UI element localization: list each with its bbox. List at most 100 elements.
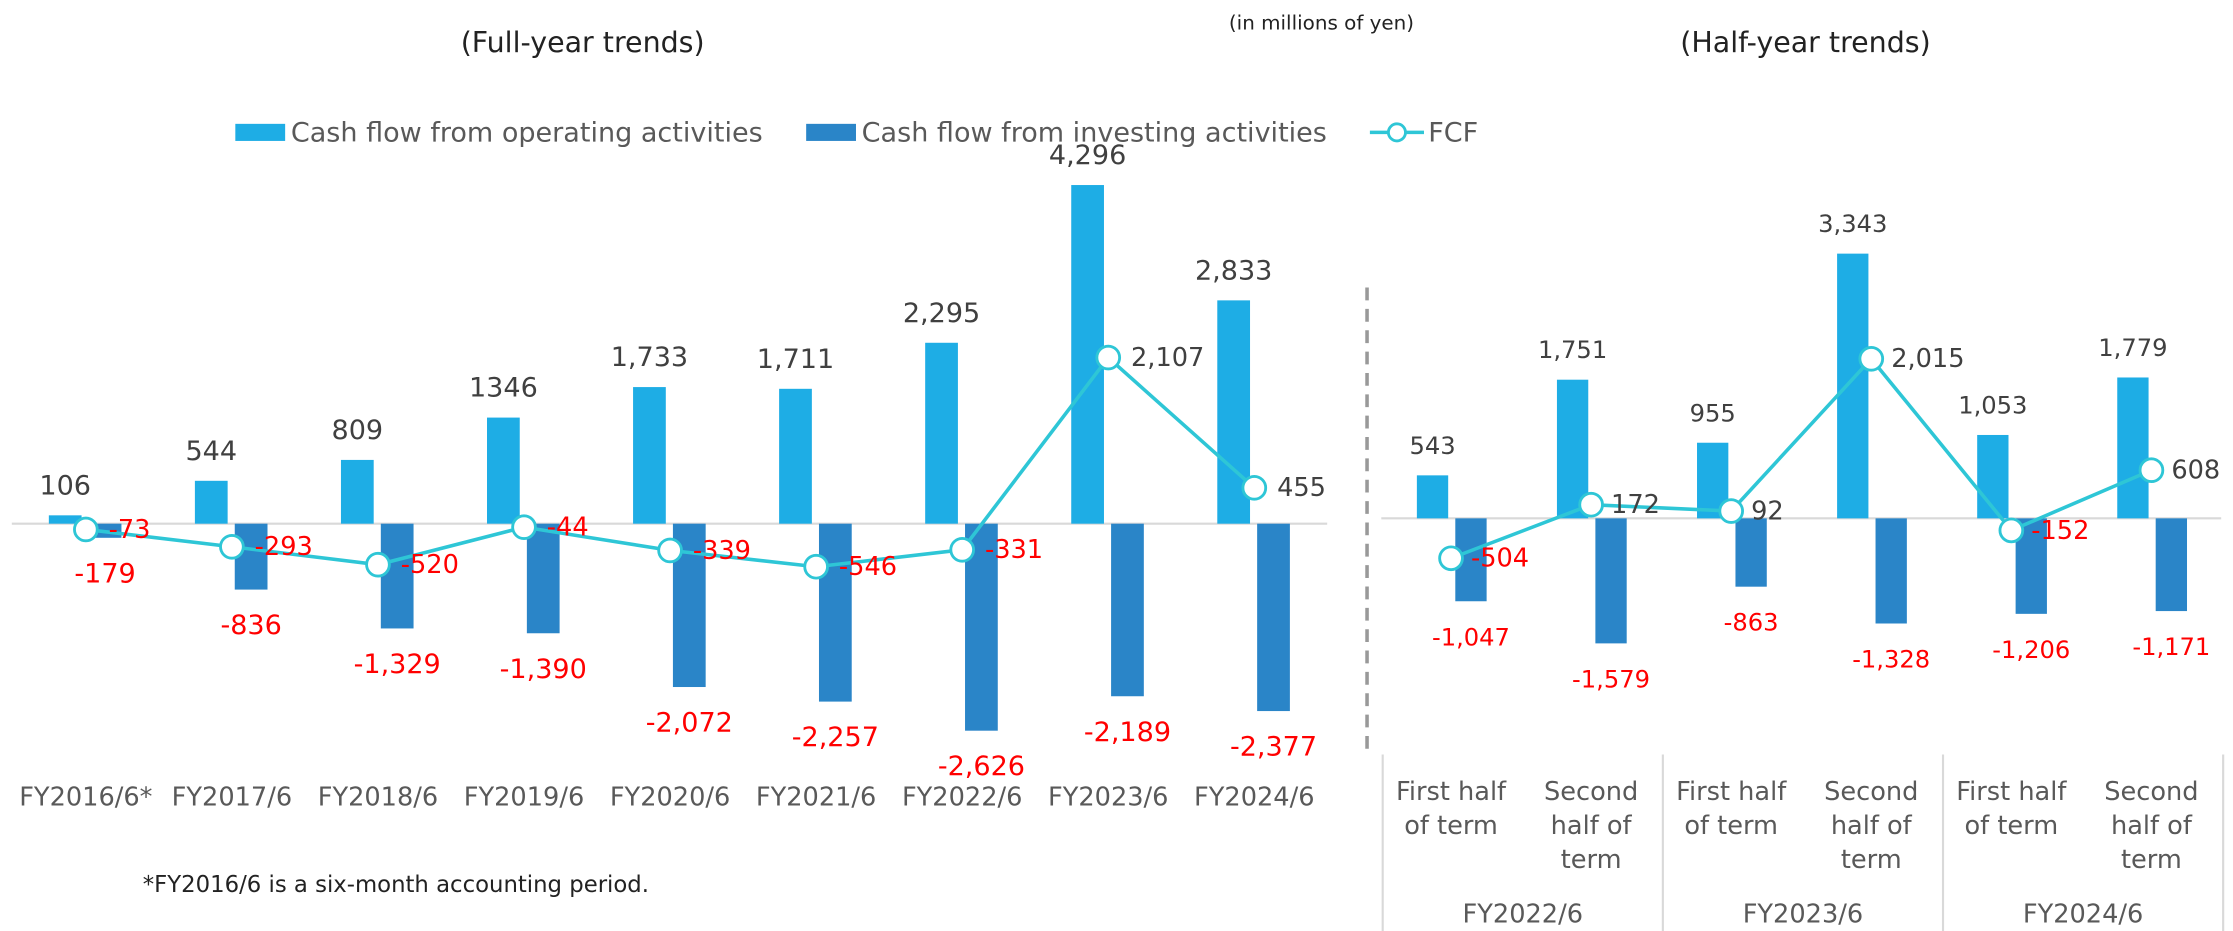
x-tick-label: First half of term <box>1676 777 1787 841</box>
fcf-marker <box>1095 344 1122 371</box>
bar <box>1837 253 1869 519</box>
bar <box>1735 518 1767 587</box>
bar-label: -1,328 <box>1852 646 1930 674</box>
x-tick-label: FY2024/6 <box>1194 783 1314 813</box>
bar-label: -2,626 <box>938 751 1025 782</box>
fcf-marker <box>1718 498 1744 524</box>
bar <box>1257 523 1290 712</box>
fcf-label: -331 <box>985 535 1043 565</box>
chart-title: (Full-year trends) <box>461 26 705 59</box>
fcf-label: 455 <box>1277 473 1326 503</box>
bar-label: -179 <box>74 558 135 589</box>
fcf-label: -73 <box>109 515 151 545</box>
x-tick-label: FY2016/6* <box>19 783 152 813</box>
unit-note: (in millions of yen) <box>1229 12 1414 35</box>
x-tick-line: term <box>1561 845 1622 875</box>
x-tick-line: of term <box>1404 811 1498 841</box>
bar <box>1977 434 2009 519</box>
x-tick-line: half of <box>1831 811 1913 841</box>
x-tick-label: Second half of term <box>2104 777 2198 875</box>
fcf-marker <box>803 553 829 580</box>
fcf-marker <box>657 537 683 564</box>
x-tick-line: of term <box>1684 811 1778 841</box>
x-tick-line: Second <box>2104 777 2198 807</box>
group-label: FY2024/6 <box>2023 899 2143 929</box>
bar <box>380 523 414 629</box>
bar-label: 1346 <box>469 373 538 404</box>
bar-label: -1,206 <box>1992 636 2070 664</box>
bar <box>2155 518 2188 612</box>
x-tick-line: half of <box>2111 811 2193 841</box>
bar <box>234 523 268 590</box>
bar-label: -1,390 <box>500 654 587 685</box>
bar <box>2117 377 2149 519</box>
bar-label: -863 <box>1724 609 1779 637</box>
x-tick-line: of term <box>1965 811 2059 841</box>
x-tick-line: Second <box>1544 777 1638 807</box>
fcf-label: -152 <box>2031 516 2089 546</box>
bar-label: -1,329 <box>354 649 441 680</box>
fcf-label: 2,015 <box>1891 344 1964 374</box>
bar <box>194 480 228 524</box>
chart-title: (Half-year trends) <box>1680 26 1930 59</box>
x-tick-label: First half of term <box>1396 777 1507 841</box>
x-tick-label: FY2019/6 <box>464 783 584 813</box>
bar-label: 544 <box>185 436 237 467</box>
bar-label: -2,257 <box>792 722 879 753</box>
fcf-label: -44 <box>547 513 589 543</box>
bar-label: 1,711 <box>757 344 834 375</box>
fcf-label: -546 <box>839 552 897 582</box>
bar <box>340 459 374 524</box>
fcf-marker <box>511 514 537 540</box>
fcf-marker <box>1998 517 2025 544</box>
bar-label: -2,189 <box>1084 717 1171 748</box>
bar <box>1416 475 1449 519</box>
legend-label: Cash flow from operating activities <box>291 117 763 148</box>
footnote: *FY2016/6 is a six-month accounting peri… <box>143 872 649 898</box>
x-tick-line: half of <box>1551 811 1633 841</box>
bar-label: 106 <box>39 470 91 501</box>
x-tick-label: Second half of term <box>1544 777 1638 875</box>
legend-swatch <box>806 123 856 141</box>
x-tick-label: FY2023/6 <box>1048 783 1168 813</box>
x-tick-line: First half <box>1956 777 2067 807</box>
legend-label: Cash flow from investing activities <box>862 117 1327 148</box>
group-label: FY2022/6 <box>1463 899 1583 929</box>
bar-label: -836 <box>220 610 281 641</box>
fcf-marker <box>2138 457 2165 484</box>
bar-label: 1,751 <box>1538 336 1607 364</box>
bar-label: 543 <box>1409 432 1455 460</box>
bar <box>1111 523 1144 697</box>
fcf-label: -339 <box>693 536 751 566</box>
x-tick-label: FY2020/6 <box>610 783 730 813</box>
fcf-label: 2,107 <box>1131 343 1204 373</box>
bar-label: 955 <box>1690 399 1736 427</box>
fcf-marker <box>949 536 975 563</box>
fcf-marker <box>1578 491 1604 518</box>
x-tick-label: FY2021/6 <box>756 783 876 813</box>
fcf-label: 92 <box>1751 496 1784 526</box>
bar-label: -1,171 <box>2132 633 2210 661</box>
bar <box>487 417 520 524</box>
bar <box>633 387 666 524</box>
x-tick-line: Second <box>1824 777 1918 807</box>
x-tick-line: First half <box>1396 777 1507 807</box>
fcf-label: 172 <box>1611 490 1660 520</box>
legend-swatch <box>235 123 286 141</box>
x-tick-label: FY2017/6 <box>172 783 292 813</box>
x-tick-label: First half of term <box>1956 777 2067 841</box>
bar-label: 3,343 <box>1818 210 1887 238</box>
fcf-marker <box>1241 475 1268 501</box>
bar-label: 1,053 <box>1958 391 2027 419</box>
bar-label: 1,779 <box>2098 334 2167 362</box>
bar-label: 809 <box>332 415 384 446</box>
bar <box>526 523 560 634</box>
bar <box>925 342 958 524</box>
legend-swatch <box>1386 122 1407 143</box>
x-tick-label: FY2022/6 <box>902 783 1022 813</box>
x-tick-label: FY2018/6 <box>318 783 438 813</box>
bar <box>1875 518 1907 624</box>
x-tick-line: term <box>1841 845 1902 875</box>
